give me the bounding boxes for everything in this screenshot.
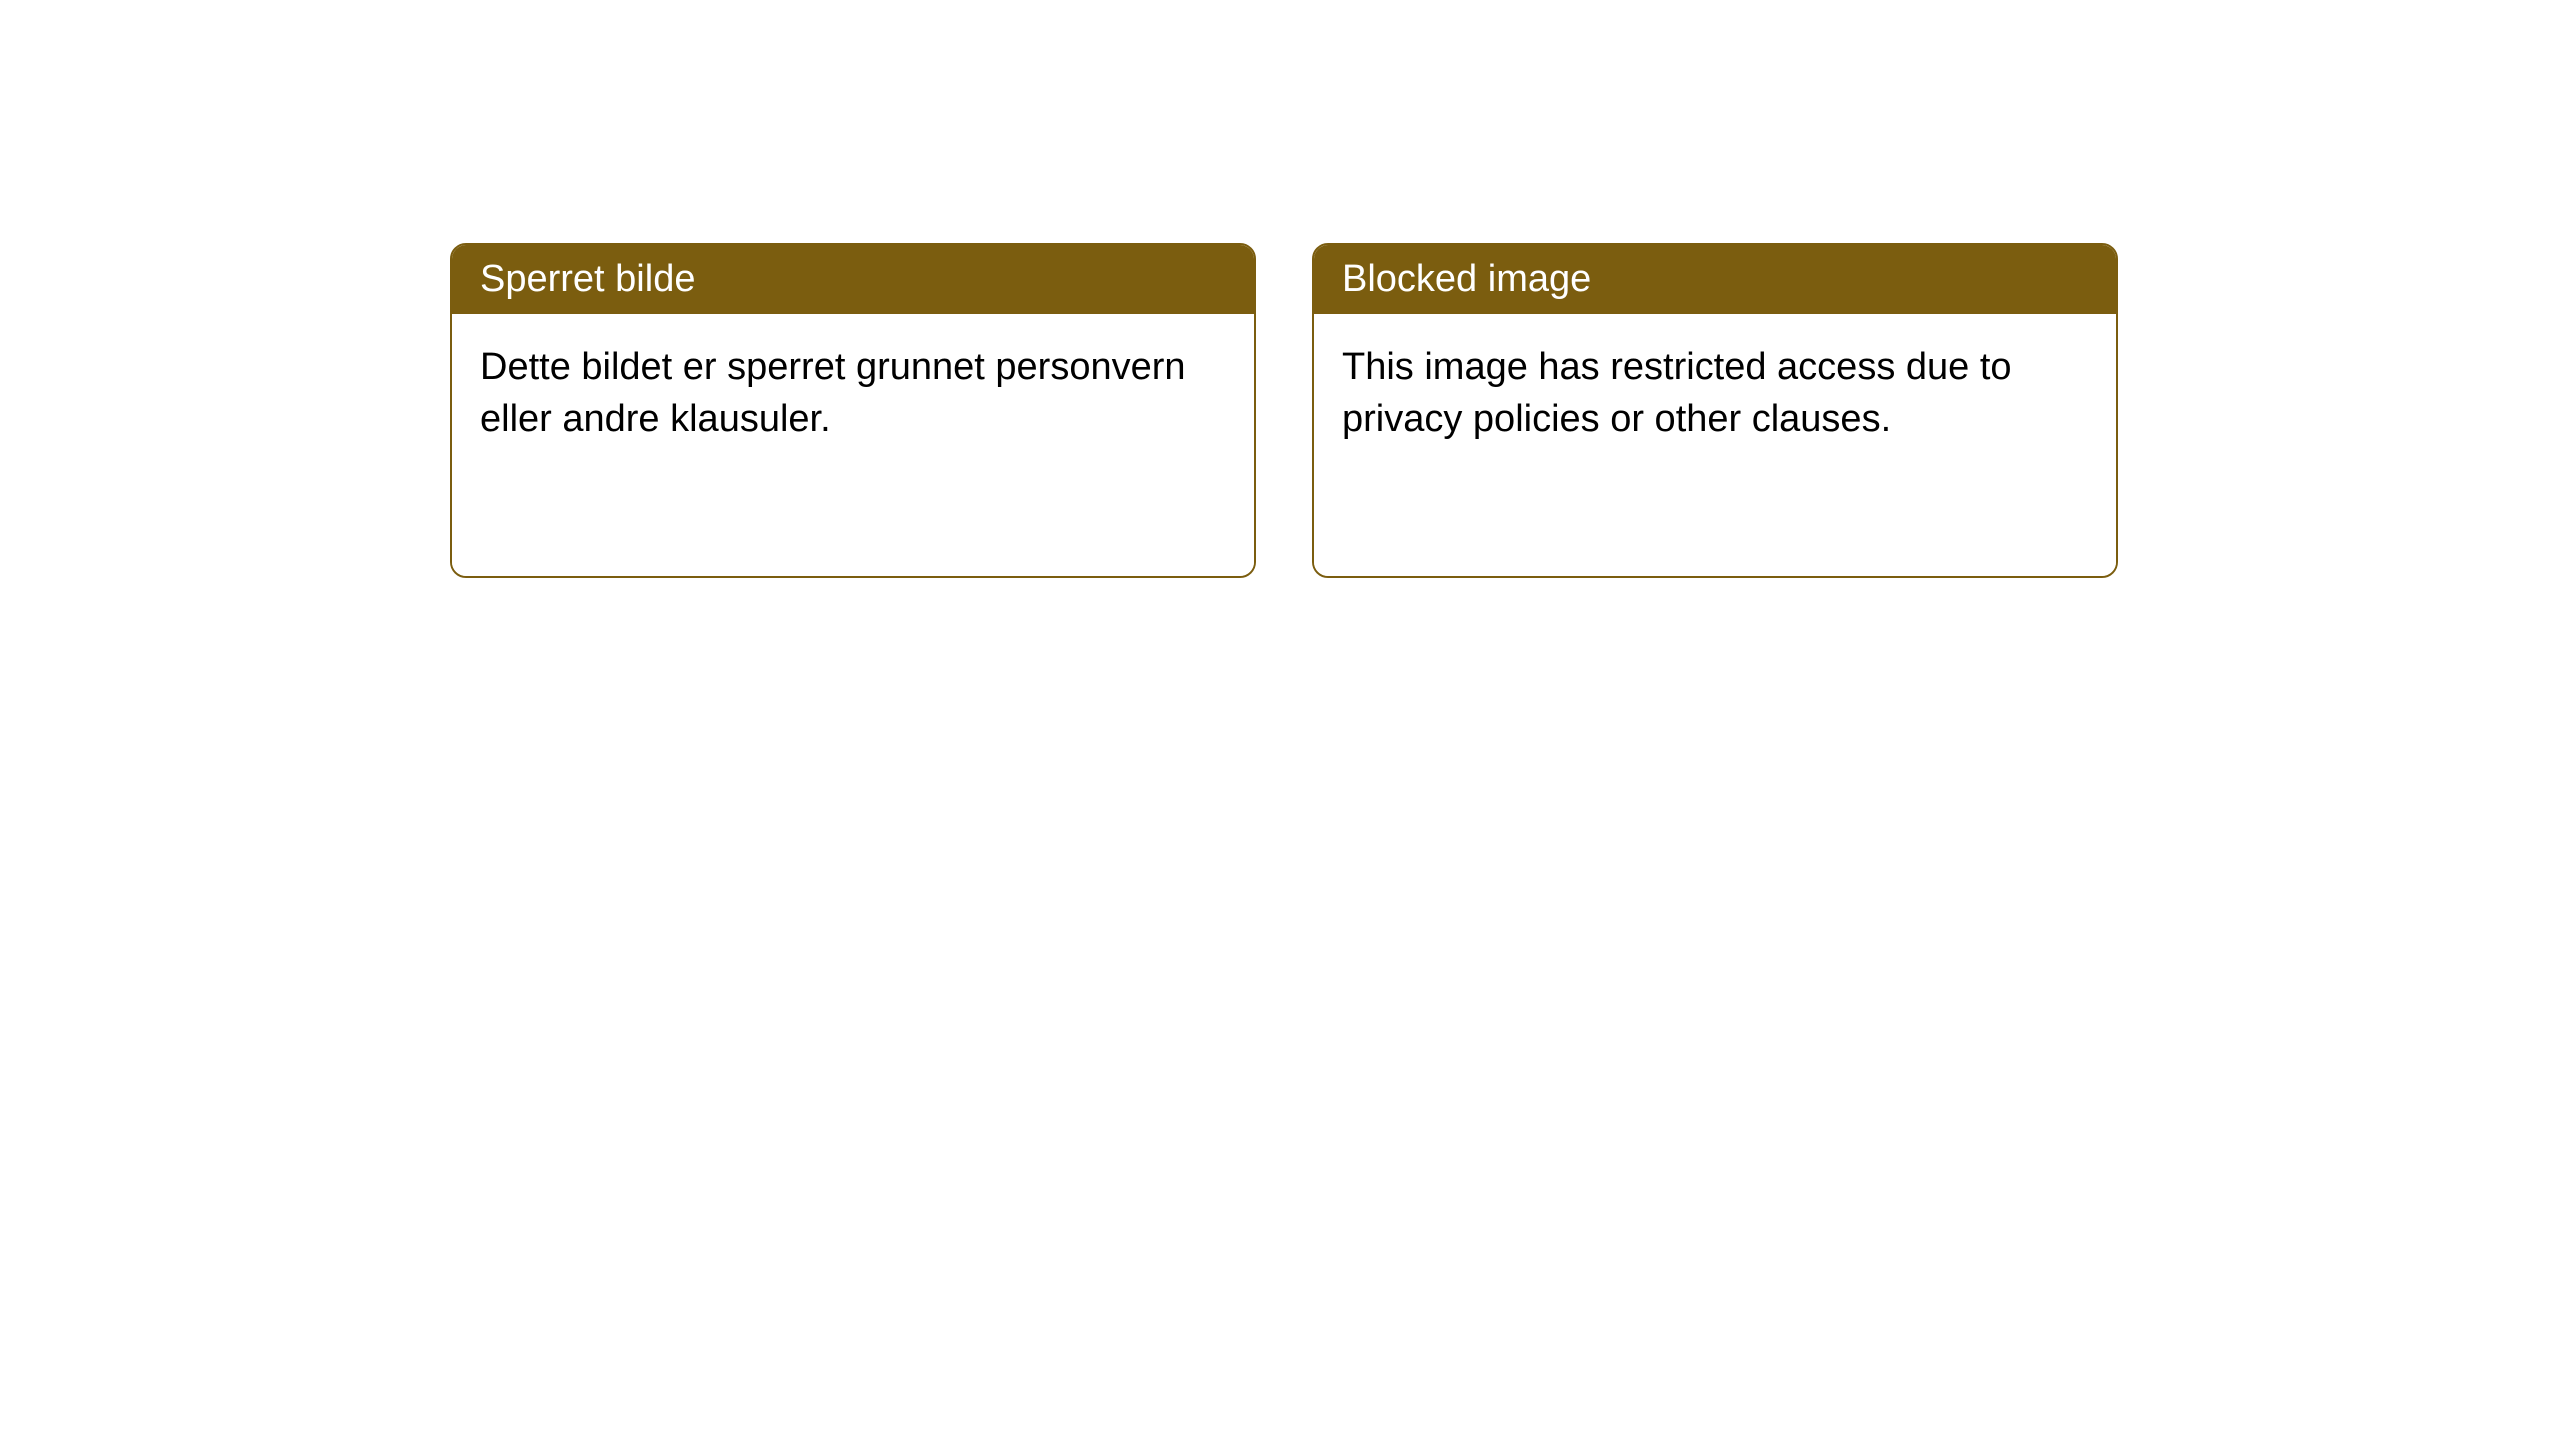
notice-container: Sperret bilde Dette bildet er sperret gr… — [0, 0, 2560, 578]
notice-box-english: Blocked image This image has restricted … — [1312, 243, 2118, 578]
notice-body-english: This image has restricted access due to … — [1314, 314, 2116, 576]
notice-body-norwegian: Dette bildet er sperret grunnet personve… — [452, 314, 1254, 576]
notice-box-norwegian: Sperret bilde Dette bildet er sperret gr… — [450, 243, 1256, 578]
notice-title-norwegian: Sperret bilde — [452, 245, 1254, 314]
notice-title-english: Blocked image — [1314, 245, 2116, 314]
